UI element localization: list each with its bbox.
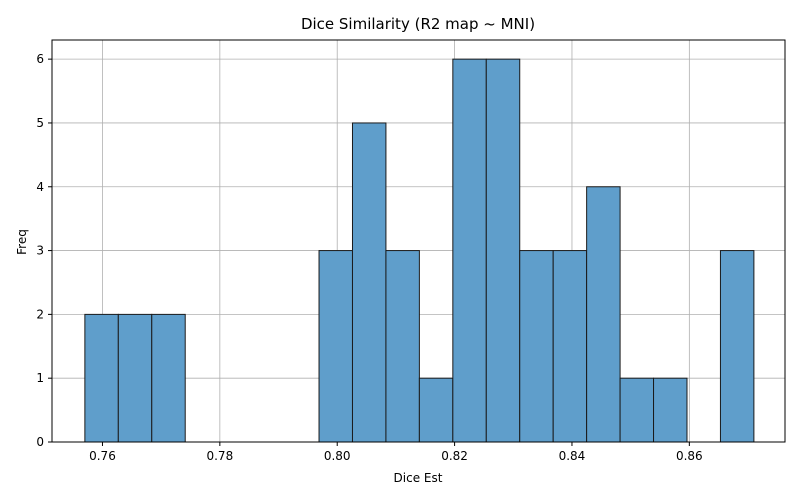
x-tick-label: 0.78	[206, 449, 233, 463]
x-tick-label: 0.86	[676, 449, 703, 463]
histogram-bar	[351, 122, 387, 443]
chart-title: Dice Similarity (R2 map ~ MNI)	[301, 15, 535, 33]
x-tick-label: 0.76	[89, 449, 116, 463]
y-tick-label: 3	[36, 244, 44, 258]
ticks: 0.76 0.78 0.80 0.82 0.84 0.86 0 1 2 3 4 5 6	[36, 52, 702, 463]
histogram-bar	[418, 377, 454, 443]
x-axis-label: Dice Est	[394, 471, 443, 485]
histogram-bar	[619, 377, 655, 443]
histogram-bar	[117, 313, 153, 443]
axes	[51, 39, 786, 443]
x-tick-label: 0.80	[324, 449, 351, 463]
y-tick-label: 5	[36, 116, 44, 130]
histogram-bar	[653, 377, 688, 443]
x-tick-label: 0.82	[441, 449, 468, 463]
x-tick-label: 0.84	[559, 449, 586, 463]
histogram-bar	[485, 58, 521, 443]
y-tick-label: 4	[36, 180, 44, 194]
histogram-bar	[385, 250, 420, 443]
y-tick-label: 0	[36, 435, 44, 449]
histogram-bar	[552, 250, 588, 443]
y-axis-label: Freq	[15, 229, 29, 255]
bars	[84, 58, 755, 443]
histogram-bar	[452, 58, 487, 443]
y-tick-label: 1	[36, 371, 44, 385]
histogram-bar	[318, 250, 353, 443]
y-tick-label: 6	[36, 52, 44, 66]
histogram-bar	[151, 313, 186, 443]
histogram-bar	[586, 186, 621, 443]
histogram-bar	[84, 313, 119, 443]
plot-frame	[51, 39, 786, 443]
y-tick-label: 2	[36, 307, 44, 321]
histogram-bar	[719, 250, 755, 443]
histogram-bar	[519, 250, 554, 443]
